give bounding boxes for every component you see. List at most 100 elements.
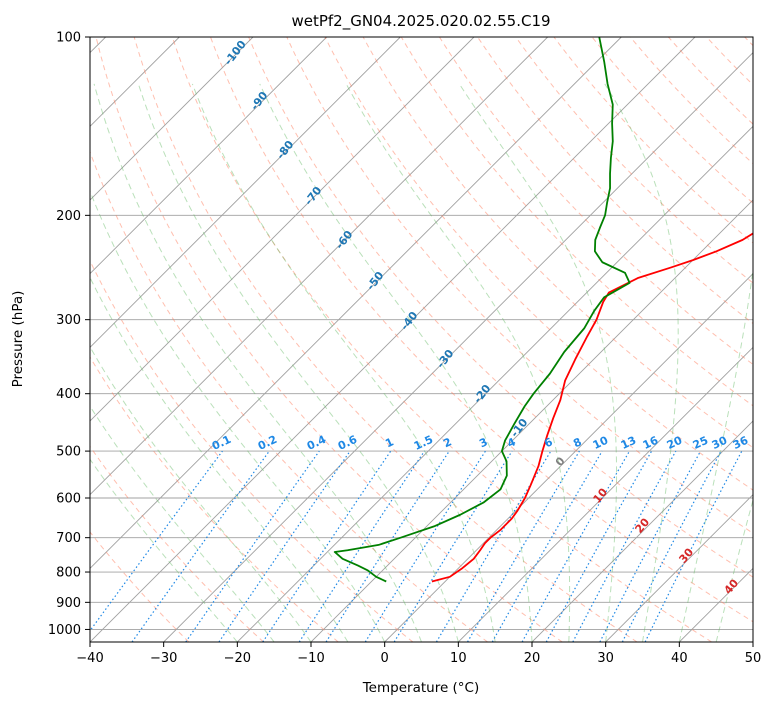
y-tick-label: 100	[56, 31, 81, 46]
dry-adiabat-line	[210, 37, 753, 623]
dry-adiabat-line	[248, 37, 753, 578]
y-tick-label: 700	[56, 531, 81, 546]
moist-adiabat-label: 10	[590, 485, 610, 505]
moist-adiabat-line	[93, 83, 422, 642]
moist-adiabat-line	[90, 189, 386, 642]
dry-adiabat-label: -100	[222, 38, 249, 68]
isotherm-line	[458, 346, 753, 642]
x-tick-label: −10	[297, 651, 324, 666]
x-tick-label: 0	[381, 651, 389, 666]
moist-adiabat-line	[259, 83, 533, 642]
x-tick-label: 40	[671, 651, 688, 666]
pressure-grid	[90, 37, 753, 630]
moist-adiabat-line	[137, 83, 459, 642]
isotherm-line	[531, 420, 753, 642]
isotherm-line	[90, 37, 475, 422]
mixing-ratio-line	[298, 450, 425, 642]
moist-adiabat-line	[604, 83, 679, 642]
moist-adiabat-label: 40	[721, 576, 741, 596]
isotherm-line	[90, 37, 622, 569]
y-axis: 1000 900 800 700 600 500 400 300 200 100	[48, 31, 90, 638]
isotherm-line	[90, 37, 254, 201]
x-tick-label: 30	[597, 651, 614, 666]
dry-adiabat-line	[90, 150, 488, 642]
x-tick-label: 50	[745, 651, 762, 666]
isotherm-line	[90, 37, 696, 642]
mixing-ratio-line	[521, 450, 631, 642]
moist-adiabat-label: 20	[632, 515, 652, 535]
dry-adiabat-line	[133, 37, 638, 642]
x-axis-title: Temperature (°C)	[362, 680, 480, 696]
moist-adiabat-line	[191, 83, 496, 642]
y-tick-label: 500	[56, 445, 81, 460]
mixing-ratio-line	[364, 450, 486, 642]
isopleth-labels: -100-90-80-70-60-50-40-30-20-100.1 0.2 0.4…	[210, 38, 751, 597]
dry-adiabat-line	[439, 37, 753, 366]
mixing-ratio-label: 0.4	[305, 433, 328, 453]
y-tick-label: 1000	[48, 623, 81, 638]
y-tick-label: 200	[56, 209, 81, 224]
dry-adiabat-line	[515, 37, 753, 284]
dry-adiabat-label: -80	[274, 138, 297, 162]
y-tick-label: 300	[56, 313, 81, 328]
dry-adiabat-label: -40	[398, 309, 421, 333]
dry-adiabat-line	[553, 37, 753, 244]
dry-adiabats	[90, 37, 753, 642]
dry-adiabat-line	[90, 531, 190, 642]
profile-series	[333, 37, 753, 583]
x-axis: −40 −30 −20 −10 0 10 20 30 40 50	[76, 642, 761, 666]
mixing-ratio-line	[491, 450, 603, 642]
plot-frame	[89, 36, 754, 643]
moist-adiabat-line	[90, 458, 238, 642]
mixing-ratio-label: 25	[691, 434, 710, 452]
dry-adiabat-line	[95, 37, 563, 642]
mixing-ratio-label: 0.2	[256, 433, 279, 453]
moist-adiabat-line	[678, 83, 753, 642]
mixing-ratio-label: 0.1	[210, 433, 233, 453]
isotherm-line	[310, 199, 753, 642]
mixing-ratio-label: 8	[571, 435, 583, 450]
mixing-ratio-lines	[90, 450, 743, 642]
mixing-ratio-line	[185, 450, 320, 642]
dry-adiabat-label: -90	[248, 89, 271, 113]
temperature-line	[431, 232, 753, 583]
chart-title: wetPf2_GN04.2025.020.02.55.C19	[291, 12, 550, 31]
moist-adiabat-label: 30	[676, 545, 696, 565]
x-tick-label: −20	[224, 651, 251, 666]
x-tick-label: −40	[76, 651, 103, 666]
mixing-ratio-label: 10	[591, 434, 611, 452]
moist-adiabat-line	[345, 83, 571, 642]
moist-adiabat-line	[715, 498, 753, 642]
mixing-ratio-label: 13	[619, 434, 638, 452]
dry-adiabat-line	[362, 37, 753, 449]
isotherm-line	[752, 641, 753, 642]
moist-adiabat-label: 0	[553, 454, 568, 468]
isotherm-line	[679, 567, 753, 642]
dry-adiabat-label: -30	[434, 347, 457, 371]
isotherm-line	[605, 494, 753, 642]
mixing-ratio-label: 36	[731, 434, 751, 452]
dry-adiabat-line	[90, 445, 264, 642]
dry-adiabat-label: -70	[302, 184, 325, 208]
moist-adiabat-line	[90, 276, 349, 642]
y-axis-title: Pressure (hPa)	[10, 291, 26, 388]
isotherm-line	[384, 273, 753, 642]
moist-adiabat-line	[90, 405, 275, 642]
mixing-ratio-label: 20	[665, 434, 685, 452]
isotherm-grid	[90, 37, 753, 642]
dry-adiabat-line	[90, 259, 414, 642]
x-tick-label: −30	[150, 651, 177, 666]
moist-adiabat-line	[90, 345, 312, 642]
dry-adiabat-line	[286, 37, 753, 534]
dry-adiabat-line	[324, 37, 753, 491]
dry-adiabat-line	[90, 356, 339, 642]
y-tick-label: 800	[56, 566, 81, 581]
mixing-ratio-line	[90, 450, 223, 632]
isotherm-line	[90, 37, 548, 496]
y-tick-label: 900	[56, 596, 81, 611]
dry-adiabat-line	[744, 37, 753, 47]
isotherm-line	[163, 52, 753, 642]
mixing-ratio-line	[466, 450, 580, 642]
y-tick-label: 400	[56, 387, 81, 402]
